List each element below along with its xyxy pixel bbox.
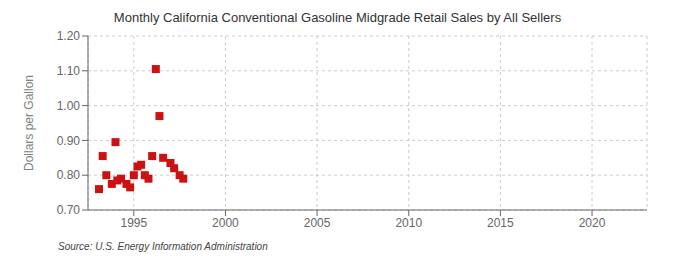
svg-text:Dollars per Gallon: Dollars per Gallon xyxy=(22,75,36,171)
svg-text:2010: 2010 xyxy=(395,216,422,230)
svg-text:2005: 2005 xyxy=(304,216,331,230)
html-text:Source: U.S. Energy Informatio: Source: U.S. Energy Information Administ… xyxy=(58,241,268,252)
svg-text:2015: 2015 xyxy=(487,216,514,230)
svg-text:1.20: 1.20 xyxy=(57,29,81,43)
svg-text:1.10: 1.10 xyxy=(57,64,81,78)
svg-text:0.80: 0.80 xyxy=(57,168,81,182)
svg-text:1995: 1995 xyxy=(120,216,147,230)
svg-text:2000: 2000 xyxy=(212,216,239,230)
svg-text:1.00: 1.00 xyxy=(57,99,81,113)
svg-text:0.90: 0.90 xyxy=(57,134,81,148)
svg-text:0.70: 0.70 xyxy=(57,203,81,217)
html-text:Monthly California Conventiona: Monthly California Conventional Gasoline… xyxy=(113,10,562,25)
svg-text:2020: 2020 xyxy=(579,216,606,230)
